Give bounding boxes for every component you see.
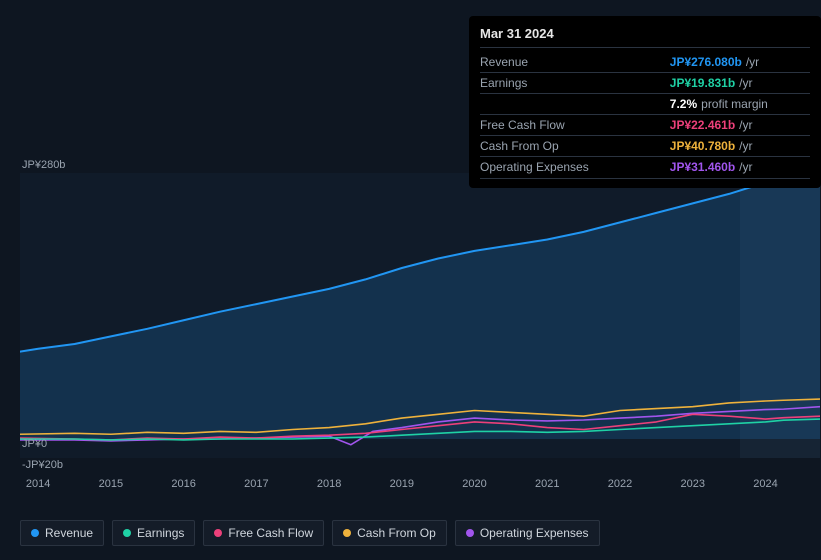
tooltip-row-label: Operating Expenses	[480, 157, 670, 178]
x-tick-label: 2017	[244, 478, 268, 490]
legend-dot	[343, 529, 351, 537]
tooltip-row: RevenueJP¥276.080b/yr	[480, 52, 810, 73]
legend-dot	[123, 529, 131, 537]
tooltip-row-value: JP¥40.780b/yr	[670, 136, 810, 157]
legend-label: Cash From Op	[357, 526, 436, 540]
chart-tooltip: Mar 31 2024 RevenueJP¥276.080b/yrEarning…	[470, 17, 820, 187]
y-axis-label-top: JP¥280b	[22, 159, 65, 171]
legend-label: Operating Expenses	[480, 526, 589, 540]
x-tick-label: 2022	[608, 478, 632, 490]
x-tick-label: 2015	[99, 478, 123, 490]
tooltip-date: Mar 31 2024	[480, 25, 810, 48]
tooltip-row: 7.2%profit margin	[480, 93, 810, 114]
tooltip-row: Operating ExpensesJP¥31.460b/yr	[480, 157, 810, 178]
x-tick-label: 2014	[26, 478, 50, 490]
x-tick-label: 2024	[753, 478, 777, 490]
tooltip-row-value: JP¥22.461b/yr	[670, 115, 810, 136]
chart-legend: Revenue Earnings Free Cash Flow Cash From O…	[20, 520, 600, 546]
x-tick-label: 2018	[317, 478, 341, 490]
legend-item-earnings[interactable]: Earnings	[112, 520, 195, 546]
y-axis-label-bottom: -JP¥20b	[22, 459, 63, 471]
tooltip-row-label	[480, 93, 670, 114]
legend-item-cash_from_op[interactable]: Cash From Op	[332, 520, 447, 546]
tooltip-table: RevenueJP¥276.080b/yrEarningsJP¥19.831b/…	[480, 52, 810, 179]
x-tick-label: 2023	[680, 478, 704, 490]
tooltip-row-label: Free Cash Flow	[480, 115, 670, 136]
x-tick-label: 2020	[462, 478, 486, 490]
x-tick-label: 2016	[171, 478, 195, 490]
tooltip-row: Free Cash FlowJP¥22.461b/yr	[480, 115, 810, 136]
legend-label: Revenue	[45, 526, 93, 540]
tooltip-row-label: Revenue	[480, 52, 670, 73]
tooltip-row: EarningsJP¥19.831b/yr	[480, 72, 810, 93]
legend-item-revenue[interactable]: Revenue	[20, 520, 104, 546]
legend-dot	[31, 529, 39, 537]
legend-item-operating_expenses[interactable]: Operating Expenses	[455, 520, 600, 546]
tooltip-row: Cash From OpJP¥40.780b/yr	[480, 136, 810, 157]
tooltip-row-value: JP¥19.831b/yr	[670, 72, 810, 93]
financials-chart[interactable]	[20, 173, 820, 458]
legend-label: Free Cash Flow	[228, 526, 313, 540]
x-tick-label: 2021	[535, 478, 559, 490]
x-tick-label: 2019	[390, 478, 414, 490]
tooltip-row-label: Earnings	[480, 72, 670, 93]
legend-dot	[214, 529, 222, 537]
y-axis-label-zero: JP¥0	[22, 438, 47, 450]
legend-item-free_cash_flow[interactable]: Free Cash Flow	[203, 520, 324, 546]
tooltip-row-value: JP¥276.080b/yr	[670, 52, 810, 73]
tooltip-row-value: 7.2%profit margin	[670, 93, 810, 114]
legend-dot	[466, 529, 474, 537]
tooltip-row-label: Cash From Op	[480, 136, 670, 157]
legend-label: Earnings	[137, 526, 184, 540]
tooltip-row-value: JP¥31.460b/yr	[670, 157, 810, 178]
